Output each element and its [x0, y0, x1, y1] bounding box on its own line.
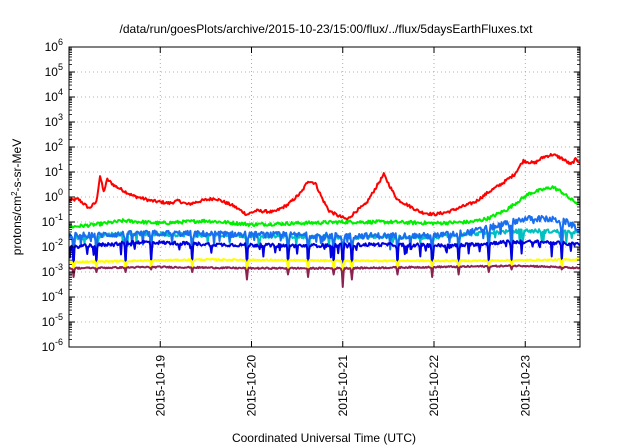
y-tick-label: 10-4 [42, 287, 63, 304]
y-tick-label-base: 10 [42, 315, 56, 329]
y-axis-label-pre: protons/cm [10, 196, 24, 255]
y-tick-label: 10-6 [42, 337, 63, 354]
y-tick-label-exponent: 6 [58, 37, 63, 47]
y-tick-label-exponent: -2 [55, 237, 63, 247]
gridlines [69, 47, 580, 347]
y-tick-label: 100 [45, 187, 63, 204]
y-axis-label: protons/cm2-s-sr-MeV [10, 139, 25, 255]
series-line-5 [69, 257, 580, 281]
x-tick-label: 2015-10-22 [427, 355, 441, 417]
x-tick-label: 2015-10-21 [336, 355, 350, 417]
y-tick-label: 10-2 [42, 237, 63, 254]
x-tick-label: 2015-10-23 [518, 355, 532, 417]
series-group [69, 152, 580, 288]
y-tick-label: 102 [45, 137, 63, 154]
y-tick-label-base: 10 [45, 140, 59, 154]
series-line-6 [69, 264, 580, 288]
y-tick-label: 10-3 [42, 262, 63, 279]
x-tick-label: 2015-10-20 [245, 355, 259, 417]
y-tick-label-exponent: 1 [58, 162, 63, 172]
series-line-0 [69, 152, 580, 221]
y-tick-label: 106 [45, 37, 63, 54]
y-tick-label-base: 10 [45, 115, 59, 129]
y-tick-label: 105 [45, 62, 63, 79]
y-tick-label-exponent: 4 [58, 87, 63, 97]
chart-title: /data/run/goesPlots/archive/2015-10-23/1… [120, 22, 534, 36]
y-axis-label-sup: 2 [10, 191, 19, 196]
series-line-2 [69, 228, 580, 277]
y-tick-label: 103 [45, 112, 63, 129]
y-tick-label-exponent: 3 [58, 112, 63, 122]
y-tick-labels: 10-610-510-410-310-210-11001011021031041… [42, 37, 63, 354]
x-tick-label: 2015-10-19 [153, 355, 167, 417]
series-line-1 [69, 185, 580, 229]
y-tick-label-exponent: -3 [55, 262, 63, 272]
y-tick-label-base: 10 [42, 290, 56, 304]
y-tick-label-base: 10 [45, 165, 59, 179]
y-tick-label-exponent: 2 [58, 137, 63, 147]
y-tick-label-base: 10 [42, 340, 56, 354]
axis-ticks [69, 46, 580, 348]
y-tick-label-exponent: 0 [58, 187, 63, 197]
y-tick-label-exponent: 5 [58, 62, 63, 72]
y-tick-label: 104 [45, 87, 63, 104]
y-tick-label-base: 10 [45, 90, 59, 104]
y-tick-label-base: 10 [45, 65, 59, 79]
y-tick-label: 101 [45, 162, 63, 179]
y-tick-label: 10-5 [42, 312, 63, 329]
y-tick-label-exponent: -1 [55, 212, 63, 222]
y-tick-label-exponent: -4 [55, 287, 63, 297]
x-tick-labels: 2015-10-19 2015-10-20 2015-10-21 2015-10-22… [153, 355, 532, 417]
y-tick-label-exponent: -5 [55, 312, 63, 322]
y-tick-label-exponent: -6 [55, 337, 63, 347]
series-line-4 [69, 239, 580, 276]
y-axis-label-post: -s-sr-MeV [10, 139, 24, 192]
y-tick-label-base: 10 [42, 240, 56, 254]
y-tick-label-base: 10 [42, 215, 56, 229]
y-tick-label-base: 10 [45, 40, 59, 54]
y-tick-label-base: 10 [42, 265, 56, 279]
y-tick-label: 10-1 [42, 212, 63, 229]
y-tick-label-base: 10 [45, 190, 59, 204]
x-axis-label: Coordinated Universal Time (UTC) [232, 431, 416, 445]
series-line-3 [69, 214, 580, 273]
